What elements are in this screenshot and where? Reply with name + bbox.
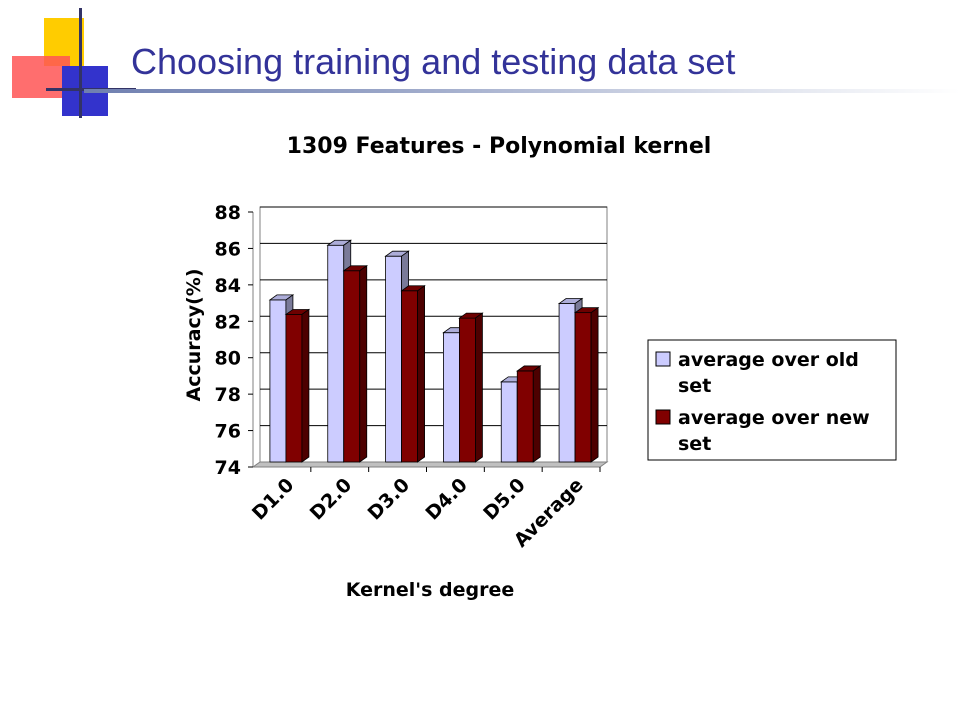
- plot-area: [259, 206, 608, 463]
- legend: [647, 339, 897, 461]
- bar: [500, 381, 518, 463]
- bar: [516, 370, 534, 463]
- bar-side: [532, 365, 541, 463]
- x-tick-label: D5.0: [479, 474, 530, 525]
- slide-title: Choosing training and testing data set: [131, 41, 736, 82]
- y-tick-label: 86: [215, 238, 241, 260]
- bar: [459, 317, 476, 463]
- bar: [574, 312, 592, 463]
- deco-vertical-line: [79, 8, 82, 118]
- legend-label: average over new: [678, 407, 870, 429]
- chart-title: 1309 Features - Polynomial kernel: [287, 134, 712, 159]
- bar-side: [475, 312, 483, 463]
- bar: [385, 255, 402, 463]
- y-tick-label: 74: [215, 457, 241, 479]
- x-tick-label: D2.0: [306, 474, 357, 525]
- x-tick-label: D1.0: [248, 474, 299, 525]
- x-axis-label: Kernel's degree: [346, 579, 515, 601]
- y-axis-label: Accuracy(%): [183, 269, 205, 402]
- legend-label: set: [678, 375, 711, 397]
- bar: [558, 303, 576, 463]
- y-tick-label: 84: [215, 275, 241, 297]
- chart-floor: [251, 461, 609, 468]
- legend-label: set: [678, 433, 711, 455]
- bar: [285, 314, 303, 463]
- y-tick-label: 78: [215, 384, 241, 406]
- title-underline: [84, 89, 960, 93]
- legend-swatch: [655, 409, 671, 425]
- legend-label: average over old: [678, 349, 859, 371]
- bar-side: [359, 264, 368, 463]
- bar: [343, 270, 361, 463]
- bar: [269, 299, 287, 463]
- legend-swatch: [655, 351, 671, 367]
- bar-side: [417, 285, 425, 463]
- bar-side: [590, 306, 599, 463]
- x-tick-label: D3.0: [364, 474, 415, 525]
- bar: [327, 244, 345, 463]
- x-tick-label: D4.0: [421, 474, 472, 525]
- bar: [401, 290, 418, 463]
- y-tick-label: 76: [215, 421, 241, 443]
- bar: [443, 332, 460, 463]
- y-tick-label: 80: [215, 348, 241, 370]
- y-tick-label: 88: [215, 202, 241, 224]
- bar-side: [301, 308, 310, 463]
- y-tick-label: 82: [215, 311, 241, 333]
